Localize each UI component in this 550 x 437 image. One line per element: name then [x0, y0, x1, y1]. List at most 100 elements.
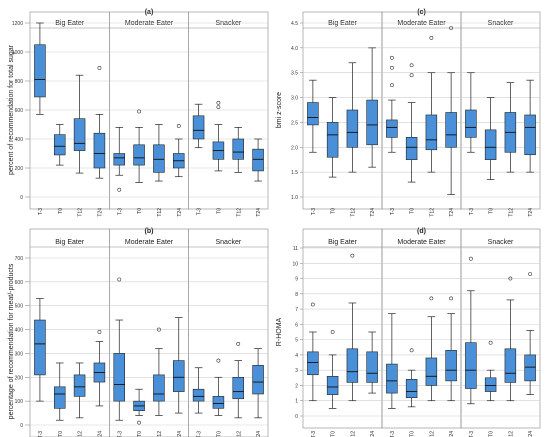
y-tick-label: 100 [15, 399, 24, 405]
box-T12: T12 [425, 296, 438, 437]
y-tick-label: 500 [15, 304, 24, 310]
x-tick-label: T0 [58, 208, 64, 214]
outlier-point [216, 105, 221, 110]
x-tick-label: T12 [236, 208, 242, 217]
y-tick-label: 1200 [12, 21, 23, 27]
box-T12: T12 [153, 327, 165, 437]
facet-label: Moderate Eater [125, 239, 174, 246]
y-tick-label: 1 [295, 399, 298, 405]
iqr-box [172, 360, 185, 392]
y-tick-label: 400 [15, 328, 24, 334]
iqr-box [53, 386, 66, 409]
panel-a: (a) percent of recommendation for total s… [8, 9, 269, 217]
box-T24: T24 [93, 330, 106, 437]
facet-label: Big Eater [328, 20, 357, 27]
box-T24: T24 [445, 296, 457, 437]
outlier-point [117, 187, 122, 192]
x-tick-label: T-3 [197, 208, 203, 215]
outlier-point [117, 277, 122, 282]
iqr-box [307, 102, 319, 126]
outlier-point [468, 256, 473, 261]
x-tick-label: T-3 [311, 208, 317, 215]
panel-b: (b) percentage of recommendation for meat… [8, 228, 269, 437]
x-tick-label: T-3 [117, 208, 123, 215]
box-T0: T0 [53, 362, 66, 437]
x-tick-label: T0 [137, 208, 143, 214]
x-tick-label: T0 [137, 431, 143, 437]
x-tick-label: T0 [489, 208, 495, 214]
y-tick-label: 3 [295, 368, 298, 374]
x-tick-label: T-3 [311, 431, 317, 437]
facet-label: Big Eater [55, 20, 84, 27]
outlier-point [216, 100, 221, 105]
iqr-box [153, 374, 165, 402]
x-tick-label: T0 [489, 431, 495, 437]
iqr-box [524, 354, 536, 382]
y-tick-label: 9 [295, 277, 298, 283]
outlier-point [508, 276, 513, 281]
outlier-point [137, 109, 141, 114]
outlier-point [157, 327, 161, 332]
y-tick-label: 0 [20, 423, 23, 429]
facet-label: Big Eater [55, 239, 84, 246]
x-tick-label: T24 [97, 431, 103, 437]
iqr-box [445, 350, 457, 382]
outlier-point [409, 348, 414, 353]
iqr-box [346, 348, 359, 383]
facet-frame [188, 228, 269, 437]
x-tick-label: T24 [370, 208, 376, 217]
iqr-box [405, 137, 418, 161]
box-T-3: T-3 [113, 277, 126, 437]
x-tick-label: T12 [508, 208, 514, 217]
iqr-box [153, 144, 165, 173]
iqr-box [307, 351, 319, 376]
box-T0: T0 [53, 124, 66, 214]
y-axis-label: percentage of recommendation for meat/-p… [8, 263, 15, 419]
facet-label: Moderate Eater [397, 239, 446, 246]
y-tick-label: 1.5 [291, 170, 298, 176]
iqr-box [232, 376, 245, 400]
box-T12: T12 [232, 341, 245, 437]
box-T12: T12 [153, 124, 165, 217]
y-tick-label: 200 [15, 166, 24, 172]
box-T24: T24 [445, 26, 457, 217]
x-tick-label: T-3 [469, 208, 475, 215]
x-tick-label: T0 [410, 431, 416, 437]
box-T0: T0 [484, 97, 497, 214]
iqr-box [346, 109, 359, 148]
iqr-box [465, 109, 477, 138]
iqr-box [366, 351, 378, 383]
box-T12: T12 [504, 82, 517, 217]
box-T-3: T-3 [113, 127, 126, 215]
box-T0: T0 [212, 100, 225, 214]
iqr-box [465, 342, 477, 389]
box-T0: T0 [212, 358, 225, 437]
facet-frame [381, 11, 462, 210]
y-axis-label: R-HOMA [276, 317, 283, 346]
y-tick-label: 800 [15, 79, 24, 85]
x-tick-label: T0 [331, 431, 337, 437]
iqr-box [93, 132, 106, 169]
box-T24: T24 [252, 348, 264, 437]
y-tick-label: 4 [295, 353, 298, 359]
box-T24: T24 [93, 66, 106, 217]
y-tick-label: 11 [293, 246, 298, 252]
panel-letter: (b) [145, 228, 154, 235]
box-T12: T12 [346, 62, 359, 217]
box-T12: T12 [504, 276, 517, 437]
y-axis-label: percent of recommendation for total suga… [8, 44, 15, 175]
box-T0: T0 [133, 388, 145, 437]
outlier-point [449, 26, 454, 30]
outlier-point [97, 330, 102, 334]
facet-label: Moderate Eater [125, 20, 174, 27]
y-tick-label: 8 [295, 292, 298, 298]
outlier-point [409, 73, 414, 78]
box-T24: T24 [366, 47, 378, 217]
iqr-box [386, 363, 398, 394]
outlier-point [389, 65, 394, 70]
x-tick-label: T12 [429, 431, 435, 437]
y-tick-label: 600 [15, 280, 24, 286]
outlier-point [389, 55, 394, 60]
iqr-box [326, 375, 339, 395]
